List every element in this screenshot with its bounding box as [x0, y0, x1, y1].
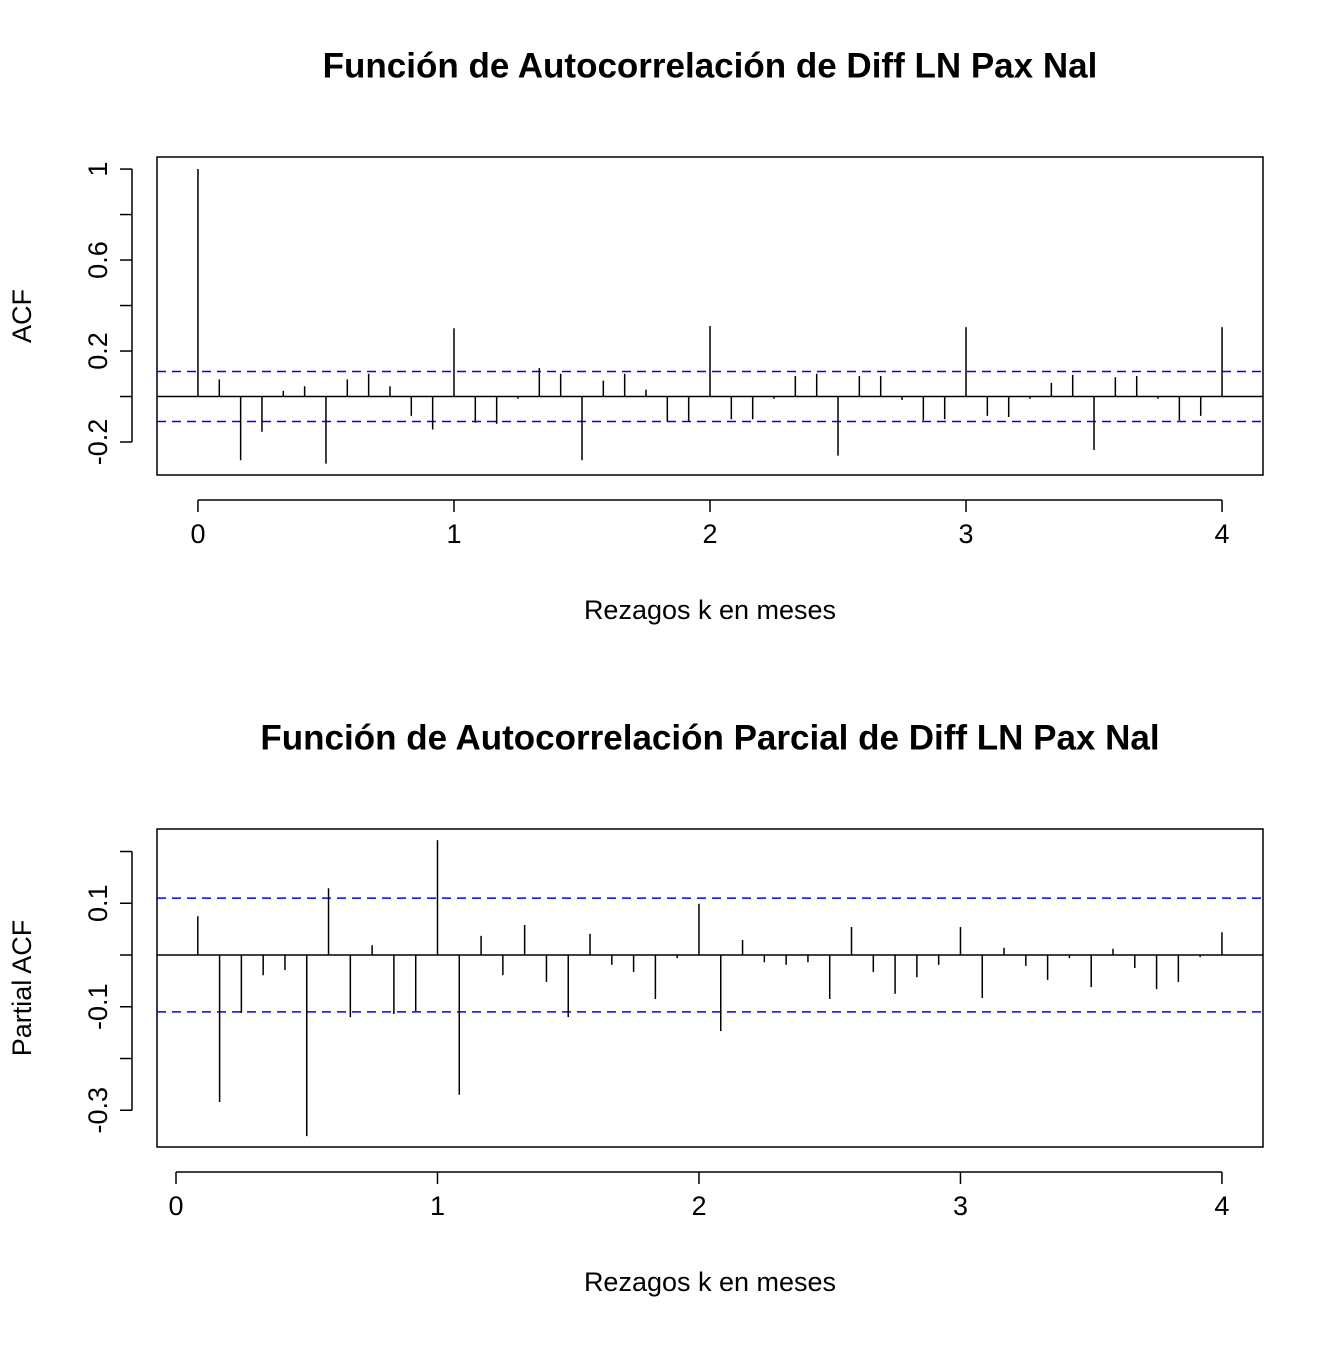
x-axis-label: Rezagos k en meses: [584, 1267, 836, 1297]
chart-title: Función de Autocorrelación de Diff LN Pa…: [323, 46, 1098, 85]
x-tick-label: 2: [691, 1191, 706, 1221]
x-tick-label: 0: [190, 519, 205, 549]
y-tick-label: -0.2: [83, 419, 113, 466]
y-tick-label: 0.1: [83, 884, 113, 922]
y-tick-label: 1: [83, 162, 113, 177]
x-tick-label: 3: [953, 1191, 968, 1221]
x-tick-label: 3: [959, 519, 974, 549]
x-tick-label: 4: [1215, 519, 1230, 549]
x-tick-label: 1: [446, 519, 461, 549]
x-tick-label: 1: [430, 1191, 445, 1221]
x-tick-label: 4: [1214, 1191, 1229, 1221]
x-axis-label: Rezagos k en meses: [584, 595, 836, 625]
x-tick-label: 0: [168, 1191, 183, 1221]
plot-box: [156, 156, 1264, 476]
y-tick-label: -0.3: [83, 1087, 113, 1134]
y-axis-label: ACF: [7, 289, 37, 343]
y-tick-label: -0.1: [83, 983, 113, 1030]
plot-box: [156, 828, 1264, 1148]
y-tick-label: 0.2: [83, 332, 113, 370]
x-tick-label: 2: [702, 519, 717, 549]
y-tick-label: 0.6: [83, 241, 113, 279]
chart-title: Función de Autocorrelación Parcial de Di…: [260, 718, 1159, 757]
y-axis-label: Partial ACF: [7, 920, 37, 1057]
